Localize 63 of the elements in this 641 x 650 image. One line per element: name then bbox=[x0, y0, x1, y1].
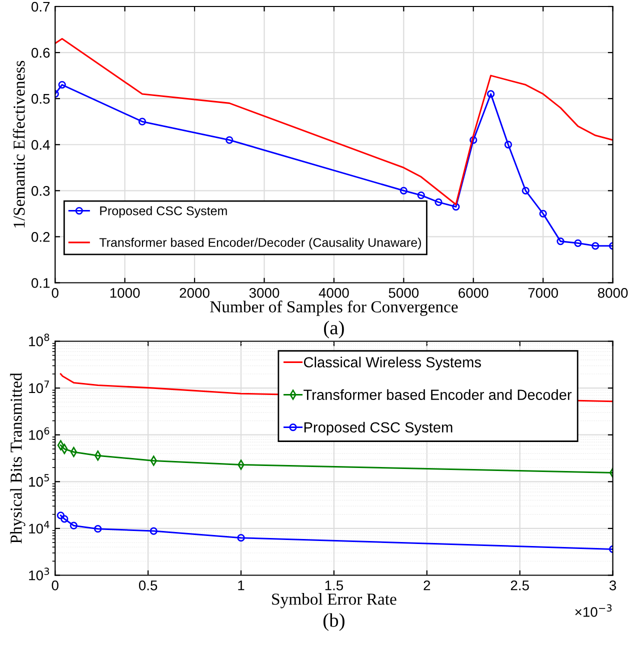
x-tick-label: 1000 bbox=[110, 288, 140, 298]
y-tick-label: 0.4 bbox=[32, 140, 50, 150]
x-tick-label: 2.5 bbox=[510, 580, 529, 590]
point bbox=[522, 186, 530, 194]
x-tick-label: 1.5 bbox=[325, 580, 344, 590]
legend-label: Transformer based Encoder/Decoder (Causality Unaware) bbox=[99, 238, 421, 250]
y-axis-title: 1/Semantic Effectiveness bbox=[12, 60, 25, 228]
y-tick-label: 0.3 bbox=[32, 186, 50, 196]
y-axis-title: Physical Bits Transmitted bbox=[10, 372, 26, 544]
legend-label: Proposed CSC System bbox=[100, 206, 227, 218]
y-tick-label: 0.6 bbox=[32, 48, 50, 58]
point bbox=[486, 90, 495, 98]
y-tick-label: 10$^{3}$ bbox=[29, 568, 50, 580]
point bbox=[150, 527, 158, 535]
point bbox=[434, 198, 442, 206]
x-tick-label: 6000 bbox=[458, 288, 488, 298]
point bbox=[417, 191, 425, 200]
point bbox=[60, 515, 68, 523]
point bbox=[470, 136, 478, 144]
x-tick-label: 7000 bbox=[528, 288, 558, 298]
y-tick-label: 10$^{8}$ bbox=[29, 334, 50, 346]
x-tick-label: 4000 bbox=[318, 288, 349, 298]
x-tick-label: 0 bbox=[52, 288, 58, 298]
x-tick-label: 3 bbox=[609, 580, 616, 590]
y-tick-label: 10$^{4}$ bbox=[29, 520, 50, 534]
x-axis-title: Symbol Error Rate bbox=[272, 593, 396, 608]
legend-label: Transformer based Encoder and Decoder bbox=[304, 389, 572, 400]
y-tick-label: 10$^{5}$ bbox=[29, 474, 49, 487]
point bbox=[237, 534, 245, 542]
x-tick-label: 1 bbox=[238, 580, 244, 590]
x-tick-label: 0.5 bbox=[138, 580, 158, 590]
text: ×10$^{−3}$ bbox=[575, 604, 612, 617]
point bbox=[94, 525, 102, 533]
point bbox=[504, 140, 512, 148]
x-tick-label: 2 bbox=[424, 580, 430, 590]
point bbox=[226, 136, 234, 144]
x-tick-label: 0 bbox=[52, 580, 58, 590]
legend-label: Classical Wireless Systems bbox=[304, 356, 481, 370]
point bbox=[400, 186, 408, 194]
point bbox=[539, 210, 547, 218]
legend-label: Proposed CSC System bbox=[304, 422, 452, 436]
y-tick-label: 10$^{6}$ bbox=[29, 427, 50, 440]
y-tick-label: 10$^{7}$ bbox=[29, 380, 49, 394]
text: (b) bbox=[323, 613, 344, 631]
x-tick-label: 3000 bbox=[249, 288, 280, 298]
y-tick-label: 0.5 bbox=[32, 94, 50, 104]
point bbox=[70, 522, 78, 530]
y-tick-label: 0.1 bbox=[32, 278, 50, 288]
point bbox=[138, 118, 146, 126]
point bbox=[56, 512, 65, 520]
x-tick-label: 8000 bbox=[598, 288, 628, 298]
point bbox=[574, 239, 582, 247]
point bbox=[58, 80, 66, 89]
point bbox=[452, 202, 460, 211]
point bbox=[592, 242, 600, 250]
x-axis-title: Number of Samples for Convergence bbox=[210, 300, 458, 316]
point bbox=[57, 440, 64, 450]
x-tick-label: 2000 bbox=[180, 288, 210, 298]
y-tick-label: 0.2 bbox=[32, 232, 50, 242]
point bbox=[556, 237, 564, 246]
x-tick-label: 5000 bbox=[388, 288, 419, 298]
text: (a) bbox=[324, 320, 344, 338]
y-tick-label: 0.7 bbox=[32, 2, 50, 12]
